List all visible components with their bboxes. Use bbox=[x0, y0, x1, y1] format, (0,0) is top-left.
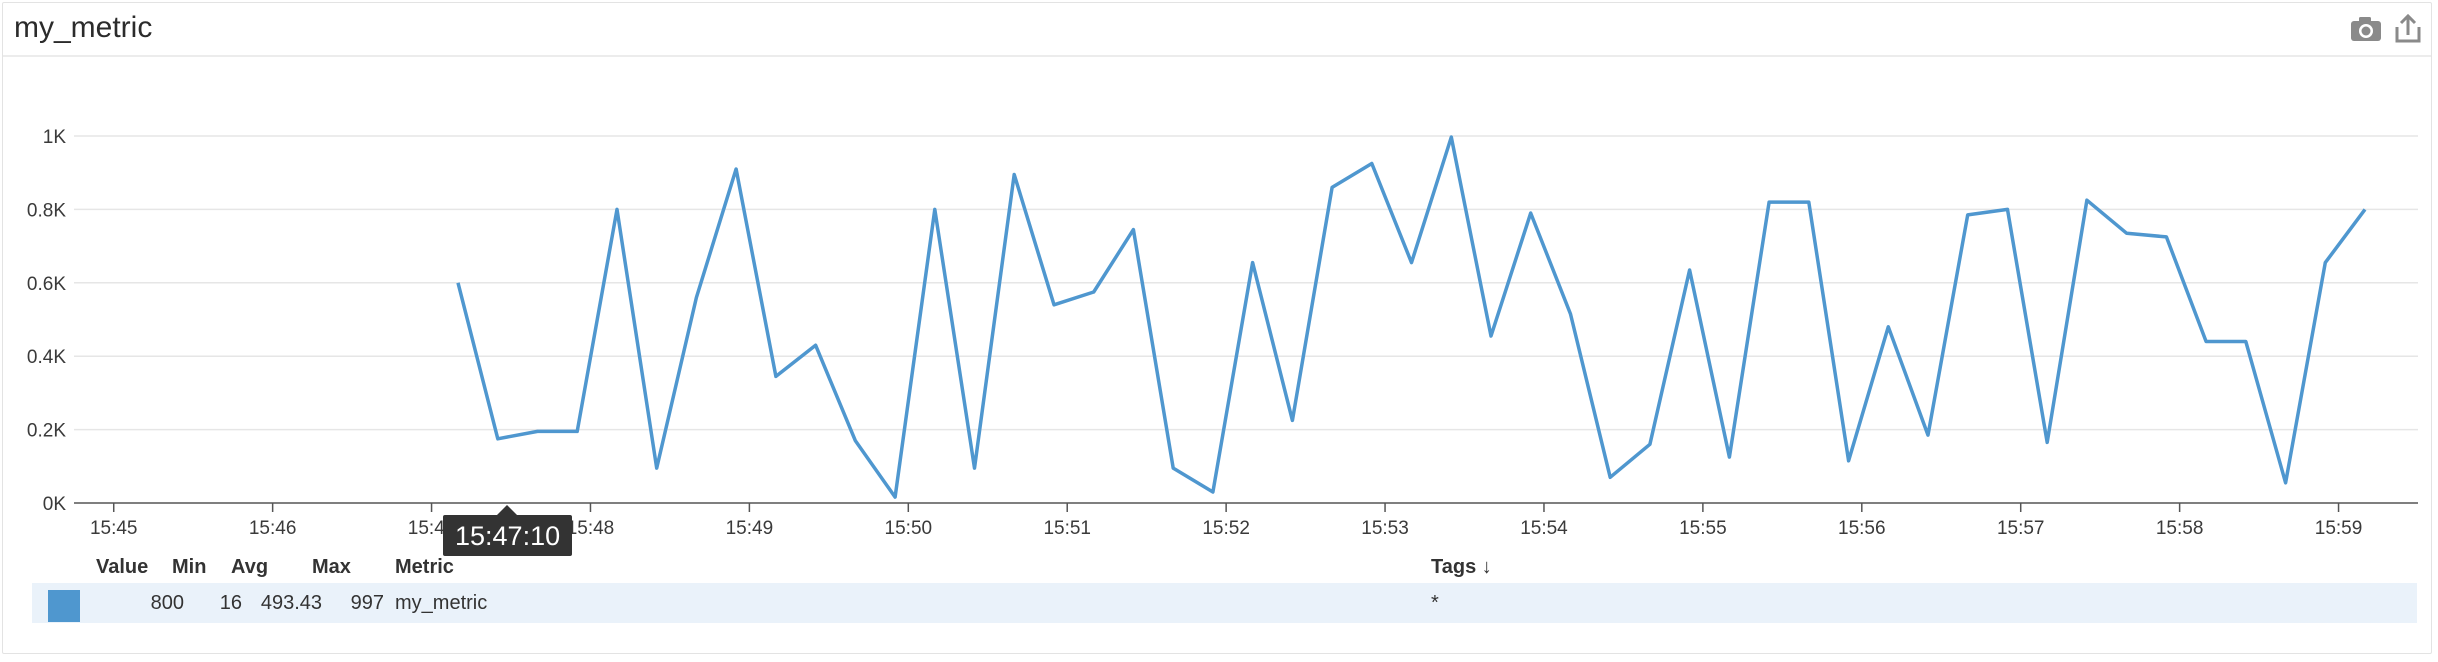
legend-col-tags[interactable]: Tags ↓ bbox=[1431, 556, 1492, 578]
legend-min: 16 bbox=[219, 592, 242, 614]
x-tick-label: 15:59 bbox=[2315, 518, 2363, 539]
legend-col-value[interactable]: Value bbox=[96, 556, 149, 578]
x-tick-label: 15:56 bbox=[1838, 518, 1886, 539]
x-tick-label: 15:54 bbox=[1520, 518, 1568, 539]
legend-col-avg[interactable]: Avg bbox=[231, 556, 269, 578]
legend-avg: 493.43 bbox=[260, 592, 322, 614]
legend-col-min[interactable]: Min bbox=[172, 556, 207, 578]
legend-header: Value Min Avg Max Metric Tags ↓ bbox=[0, 556, 2438, 582]
series-line bbox=[456, 135, 2367, 499]
legend-max: 997 bbox=[350, 592, 384, 614]
y-tick-label: 0.4K bbox=[27, 347, 66, 368]
camera-icon[interactable] bbox=[2348, 13, 2384, 45]
widget-title: my_metric bbox=[14, 11, 153, 44]
y-tick-label: 0.8K bbox=[27, 200, 66, 221]
y-tick-label: 0K bbox=[43, 494, 67, 515]
x-tick-label: 15:50 bbox=[885, 518, 933, 539]
x-tick-label: 15:49 bbox=[726, 518, 774, 539]
x-tick-label: 15:46 bbox=[249, 518, 297, 539]
x-tick-label: 15:45 bbox=[90, 518, 138, 539]
legend-value: 800 bbox=[150, 592, 184, 614]
series-color-swatch bbox=[48, 590, 80, 622]
x-tick-label: 15:52 bbox=[1202, 518, 1250, 539]
share-icon[interactable] bbox=[2390, 13, 2426, 45]
y-tick-label: 1K bbox=[43, 127, 67, 148]
tooltip-arrow bbox=[497, 505, 517, 515]
widget-header: my_metric bbox=[3, 3, 2431, 57]
x-tick-label: 15:48 bbox=[567, 518, 615, 539]
x-tick-label: 15:58 bbox=[2156, 518, 2204, 539]
x-tick-label: 15:53 bbox=[1361, 518, 1409, 539]
x-tick-label: 15:51 bbox=[1043, 518, 1091, 539]
legend-row[interactable]: 800 16 493.43 997 my_metric * bbox=[32, 583, 2417, 623]
legend-col-max[interactable]: Max bbox=[312, 556, 351, 578]
x-tick-label: 15:57 bbox=[1997, 518, 2045, 539]
x-tick-label: 15:55 bbox=[1679, 518, 1727, 539]
legend-tags: * bbox=[1431, 592, 1439, 614]
legend-col-metric[interactable]: Metric bbox=[395, 556, 454, 578]
y-tick-label: 0.6K bbox=[27, 274, 66, 295]
y-tick-label: 0.2K bbox=[27, 421, 66, 442]
time-tooltip: 15:47:10 bbox=[443, 515, 573, 556]
legend-metric: my_metric bbox=[395, 592, 488, 614]
